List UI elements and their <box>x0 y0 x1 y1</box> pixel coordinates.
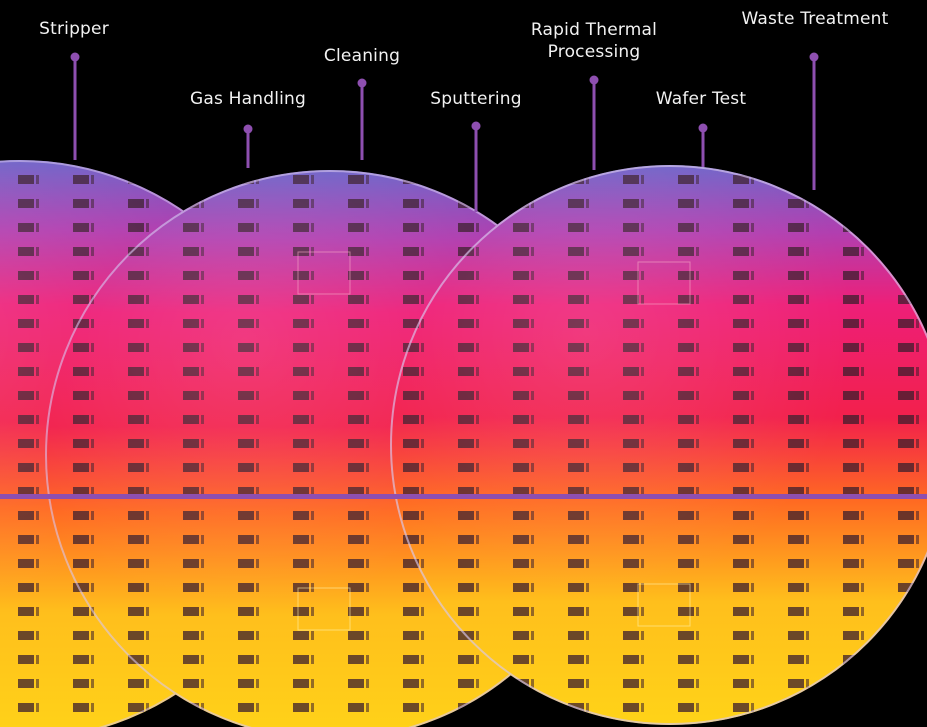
label-cleaning: Cleaning <box>323 46 401 66</box>
label-stripper: Stripper <box>39 19 109 39</box>
label-sputtering: Sputtering <box>430 89 522 109</box>
leader-wafer-test <box>698 123 708 167</box>
label-gas-handling: Gas Handling <box>189 89 307 109</box>
horizontal-divider-line <box>0 494 927 499</box>
leader-stripper <box>70 52 80 160</box>
leader-cleaning <box>357 78 367 160</box>
leader-sputtering <box>471 121 481 212</box>
leader-waste-treatment <box>809 52 819 190</box>
leader-rapid-thermal <box>589 75 599 170</box>
label-rapid-thermal-processing: Rapid Thermal Processing <box>530 20 658 62</box>
label-waste-treatment: Waste Treatment <box>741 9 889 29</box>
label-wafer-test: Wafer Test <box>655 89 747 109</box>
wafer-right <box>390 165 927 725</box>
leader-gas-handling <box>243 124 253 168</box>
